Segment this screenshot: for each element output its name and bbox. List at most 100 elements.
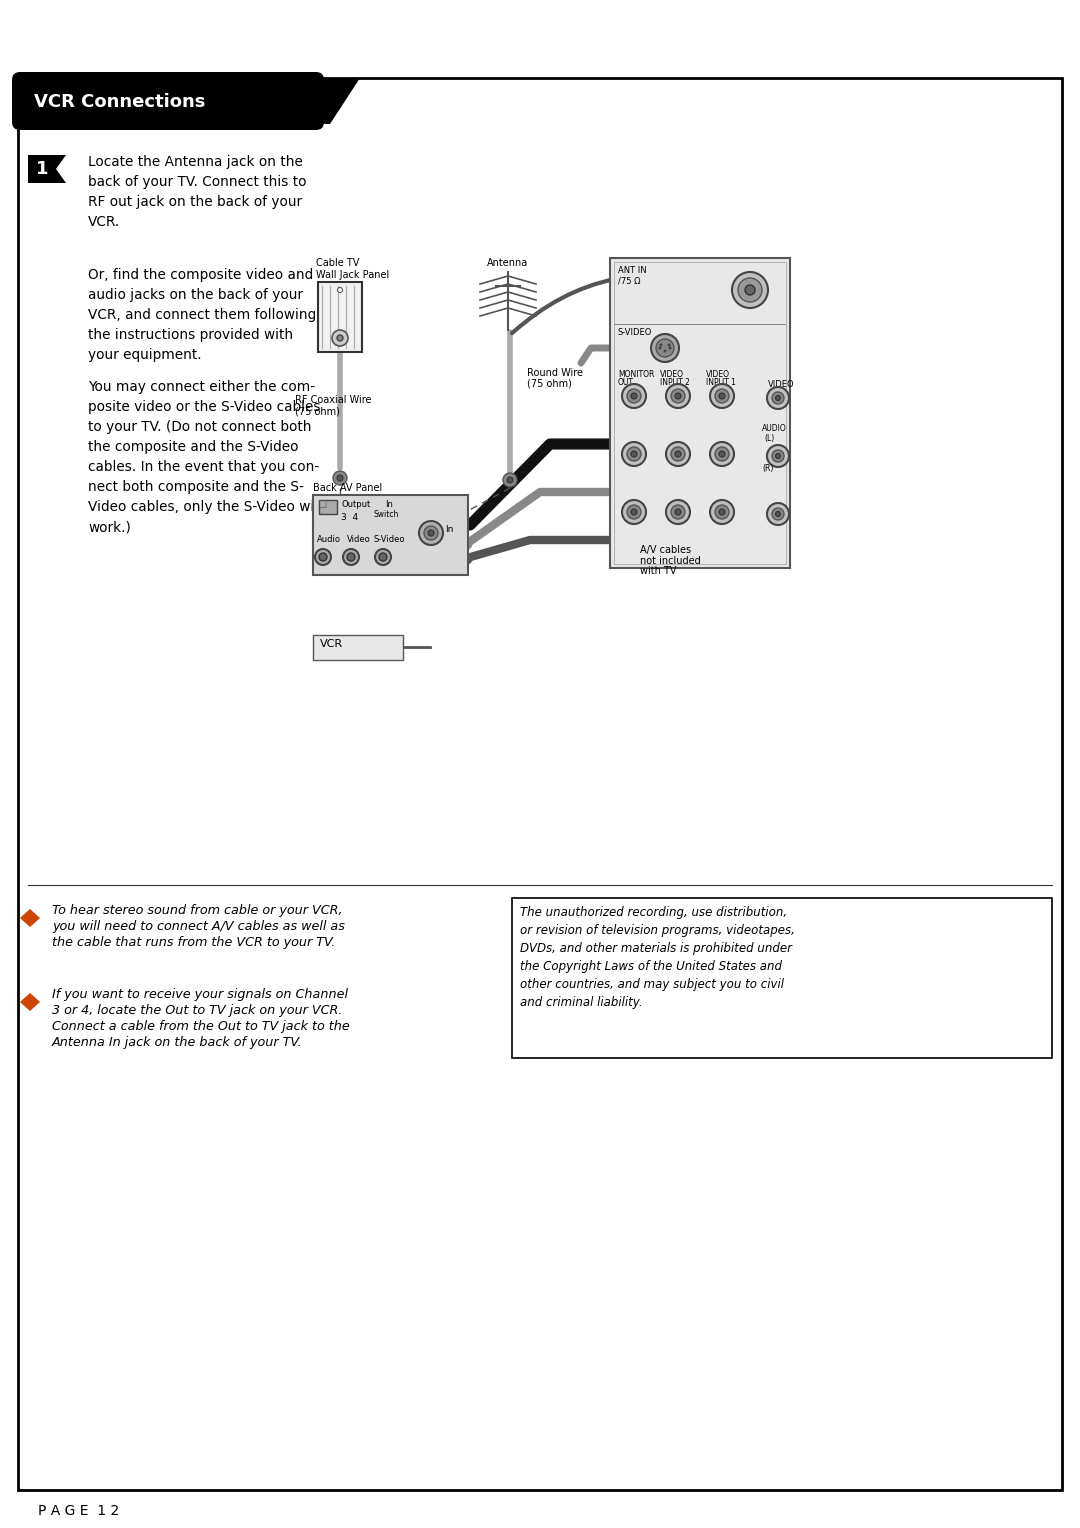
Circle shape [767, 445, 789, 468]
Text: (75 ohm): (75 ohm) [527, 377, 572, 388]
Text: MONITOR: MONITOR [618, 370, 654, 379]
Circle shape [428, 530, 434, 536]
Circle shape [671, 448, 685, 461]
Text: ANT IN: ANT IN [618, 266, 647, 275]
Circle shape [337, 475, 343, 481]
Bar [615, 261, 786, 564]
Circle shape [379, 553, 387, 561]
Polygon shape [21, 993, 40, 1012]
Bar [28, 154, 66, 183]
Text: Output: Output [341, 500, 370, 509]
Circle shape [767, 387, 789, 410]
Text: Back AV Panel: Back AV Panel [313, 483, 382, 494]
Circle shape [631, 451, 637, 457]
Text: Switch: Switch [373, 510, 399, 520]
Text: (75 ohm): (75 ohm) [295, 406, 340, 416]
Circle shape [675, 451, 681, 457]
Text: OUT: OUT [618, 377, 634, 387]
Circle shape [622, 442, 646, 466]
Text: VCR: VCR [320, 639, 343, 649]
Text: You may connect either the com-
posite video or the S-Video cables
to your TV. (: You may connect either the com- posite v… [87, 380, 322, 535]
Circle shape [503, 474, 517, 487]
Text: Wall Jack Panel: Wall Jack Panel [316, 270, 389, 280]
Text: S-VIDEO: S-VIDEO [618, 329, 652, 338]
Text: RF Coaxial Wire: RF Coaxial Wire [295, 396, 372, 405]
Text: Locate the Antenna jack on the
back of your TV. Connect this to
RF out jack on t: Locate the Antenna jack on the back of y… [87, 154, 307, 229]
Text: with TV: with TV [640, 565, 676, 576]
Circle shape [719, 509, 725, 515]
Text: Or, find the composite video and
audio jacks on the back of your
VCR, and connec: Or, find the composite video and audio j… [87, 267, 316, 362]
Circle shape [343, 549, 359, 565]
Circle shape [715, 390, 729, 403]
Circle shape [775, 512, 781, 516]
Circle shape [772, 393, 784, 403]
Circle shape [627, 504, 642, 520]
Text: Round Wire: Round Wire [527, 368, 583, 377]
Text: you will need to connect A/V cables as well as: you will need to connect A/V cables as w… [52, 920, 345, 934]
Bar [313, 495, 468, 575]
Polygon shape [310, 78, 360, 124]
Text: not included: not included [640, 556, 701, 565]
Circle shape [663, 350, 666, 353]
Circle shape [507, 477, 513, 483]
Text: INPUT 1: INPUT 1 [706, 377, 735, 387]
FancyBboxPatch shape [18, 78, 328, 124]
Circle shape [347, 553, 355, 561]
Text: A/V cables: A/V cables [640, 545, 691, 555]
Text: AUDIO: AUDIO [762, 423, 786, 432]
Circle shape [627, 390, 642, 403]
Text: VIDEO: VIDEO [660, 370, 684, 379]
Circle shape [666, 384, 690, 408]
Circle shape [627, 448, 642, 461]
Text: VIDEO: VIDEO [768, 380, 795, 390]
Circle shape [669, 347, 672, 350]
Text: Antenna In jack on the back of your TV.: Antenna In jack on the back of your TV. [52, 1036, 302, 1050]
Circle shape [671, 390, 685, 403]
Circle shape [710, 500, 734, 524]
Text: 1: 1 [36, 160, 49, 177]
Circle shape [767, 503, 789, 526]
Text: □: □ [318, 500, 326, 509]
Circle shape [738, 278, 762, 303]
Text: Audio: Audio [318, 535, 341, 544]
Circle shape [332, 330, 348, 345]
Circle shape [651, 335, 679, 362]
Circle shape [666, 442, 690, 466]
Text: INPUT 2: INPUT 2 [660, 377, 690, 387]
Text: To hear stereo sound from cable or your VCR,: To hear stereo sound from cable or your … [52, 905, 342, 917]
Circle shape [772, 451, 784, 461]
Bar [318, 283, 362, 351]
Text: The unauthorized recording, use distribution,
or revision of television programs: The unauthorized recording, use distribu… [519, 906, 795, 1008]
Text: (R): (R) [762, 465, 773, 474]
Circle shape [710, 442, 734, 466]
Text: Video: Video [347, 535, 370, 544]
Text: Cable TV: Cable TV [316, 258, 360, 267]
Circle shape [710, 384, 734, 408]
Circle shape [671, 504, 685, 520]
Polygon shape [21, 909, 40, 927]
Text: In: In [384, 500, 393, 509]
Text: Connect a cable from the Out to TV jack to the: Connect a cable from the Out to TV jack … [52, 1021, 350, 1033]
Circle shape [675, 509, 681, 515]
Bar [313, 636, 403, 660]
Circle shape [719, 451, 725, 457]
Text: the cable that runs from the VCR to your TV.: the cable that runs from the VCR to your… [52, 937, 335, 949]
Text: 3 or 4, locate the Out to TV jack on your VCR.: 3 or 4, locate the Out to TV jack on you… [52, 1004, 342, 1018]
Bar [610, 258, 789, 568]
Circle shape [772, 507, 784, 520]
Circle shape [333, 471, 347, 484]
Circle shape [719, 393, 725, 399]
Circle shape [675, 393, 681, 399]
Circle shape [337, 335, 343, 341]
Circle shape [337, 287, 342, 292]
Text: If you want to receive your signals on Channel: If you want to receive your signals on C… [52, 989, 348, 1001]
Bar [512, 898, 1052, 1057]
Circle shape [375, 549, 391, 565]
Circle shape [732, 272, 768, 309]
Text: S-Video: S-Video [373, 535, 405, 544]
Circle shape [622, 384, 646, 408]
Text: In: In [445, 526, 454, 533]
Polygon shape [56, 154, 66, 183]
Circle shape [660, 344, 662, 347]
Circle shape [315, 549, 330, 565]
